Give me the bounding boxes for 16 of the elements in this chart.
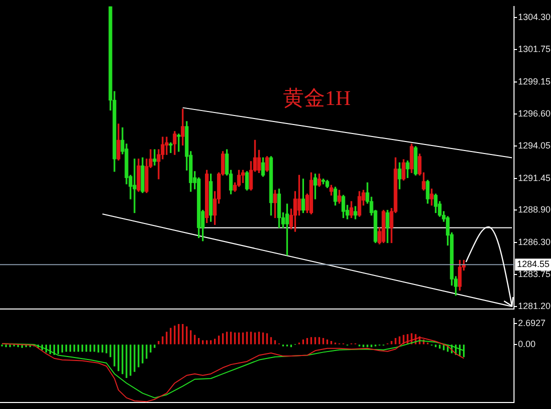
ref-line-label: 1284.55	[517, 259, 550, 270]
y-tick-label: 1288.90	[518, 204, 551, 215]
y-tick-label: 1281.20	[518, 300, 551, 311]
y-tick-label: 1283.75	[518, 269, 551, 280]
y-tick-label: 1296.60	[518, 108, 551, 118]
candlestick	[132, 158, 136, 214]
y-tick-label: 1291.45	[518, 172, 551, 183]
y-tick-label: 2.6927	[518, 318, 546, 328]
y-tick-label: 0.00	[518, 338, 536, 349]
candlestick	[241, 170, 245, 184]
y-tick-label: 1299.15	[518, 76, 551, 87]
y-tick-label: 1294.05	[518, 140, 551, 150]
y-tick-label: 1286.30	[518, 237, 551, 248]
y-tick-label: 1304.30	[518, 12, 551, 22]
text: 黄金1H	[283, 85, 351, 112]
y-tick-label: 1301.75	[518, 44, 551, 54]
